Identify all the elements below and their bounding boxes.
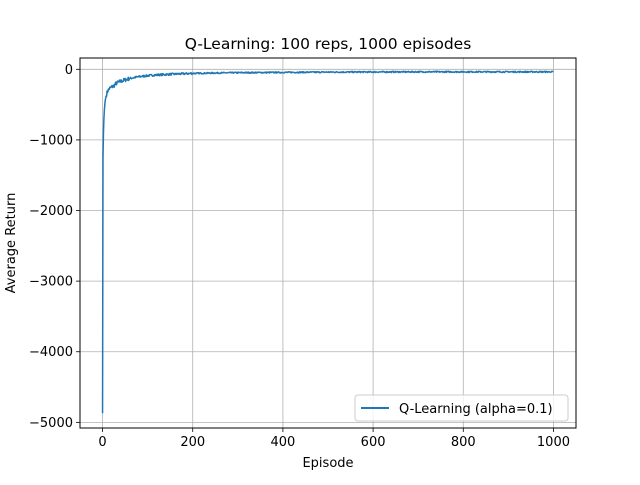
x-axis-label: Episode [302,456,353,471]
y-tick-label: −3000 [29,275,73,290]
x-tick-label: 600 [361,435,386,450]
y-tick-label: −2000 [29,204,73,219]
y-tick-label: −1000 [29,133,73,148]
x-tick-label: 1000 [537,435,570,450]
x-tick-label: 400 [270,435,295,450]
grid-lines [80,58,576,428]
x-tick-label: 0 [98,435,106,450]
axis-ticks: 0 200 400 600 800 1000 0 −1000 −2000 −3000 −4000 −5… [29,63,570,450]
legend-box [354,394,569,422]
legend-label-q-learning: Q-Learning (alpha=0.1) [399,402,553,417]
x-tick-label: 200 [180,435,205,450]
y-tick-label: −4000 [29,345,73,360]
y-tick-label: −5000 [29,416,73,431]
x-tick-label: 800 [451,435,476,450]
y-axis-label: Average Return [4,193,19,294]
series-line-q-learning [101,70,554,414]
series-layer [101,70,554,414]
y-tick-label: 0 [65,63,73,78]
legend: Q-Learning (alpha=0.1) [354,394,569,422]
axes-frame [79,57,577,429]
chart-title: Q-Learning: 100 reps, 1000 episodes [185,35,472,53]
